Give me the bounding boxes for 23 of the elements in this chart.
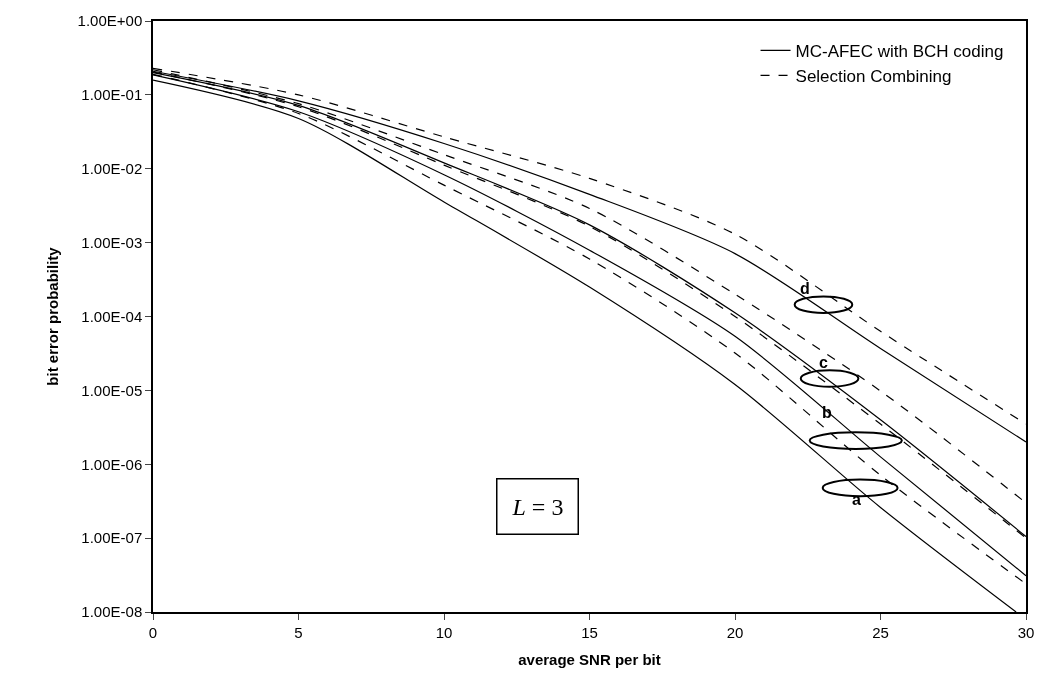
- y-tick-label: 1.00E-05: [81, 381, 143, 399]
- x-tick-label: 5: [294, 623, 303, 641]
- x-tick-label: 20: [726, 623, 744, 641]
- x-axis-title: average SNR per bit: [518, 651, 661, 669]
- y-tick-label: 1.00E-01: [81, 86, 143, 104]
- y-tick-label: 1.00E-04: [81, 307, 143, 325]
- legend-label: MC-AFEC with BCH coding: [795, 42, 1004, 61]
- y-tick-label: 1.00E-06: [81, 455, 143, 473]
- x-tick-label: 15: [581, 623, 598, 641]
- x-tick-label: 10: [435, 623, 453, 641]
- x-tick-label: 0: [148, 623, 158, 641]
- y-tick-label: 1.00E-07: [81, 529, 143, 547]
- y-tick-label: 1.00E-03: [81, 233, 143, 251]
- x-tick-label: 30: [1017, 623, 1035, 641]
- y-tick-label: 1.00E-02: [81, 160, 143, 177]
- annotation: c: [819, 354, 828, 371]
- y-tick-label: 1.00E-08: [81, 603, 143, 621]
- legend-label: Selection Combining: [795, 67, 952, 87]
- y-tick-label: 1.00E+00: [77, 12, 143, 30]
- x-tick-label: 25: [872, 623, 889, 641]
- annotation: d: [800, 280, 810, 297]
- y-axis-title: bit error probability: [44, 246, 62, 386]
- annotation: L = 3: [511, 493, 564, 520]
